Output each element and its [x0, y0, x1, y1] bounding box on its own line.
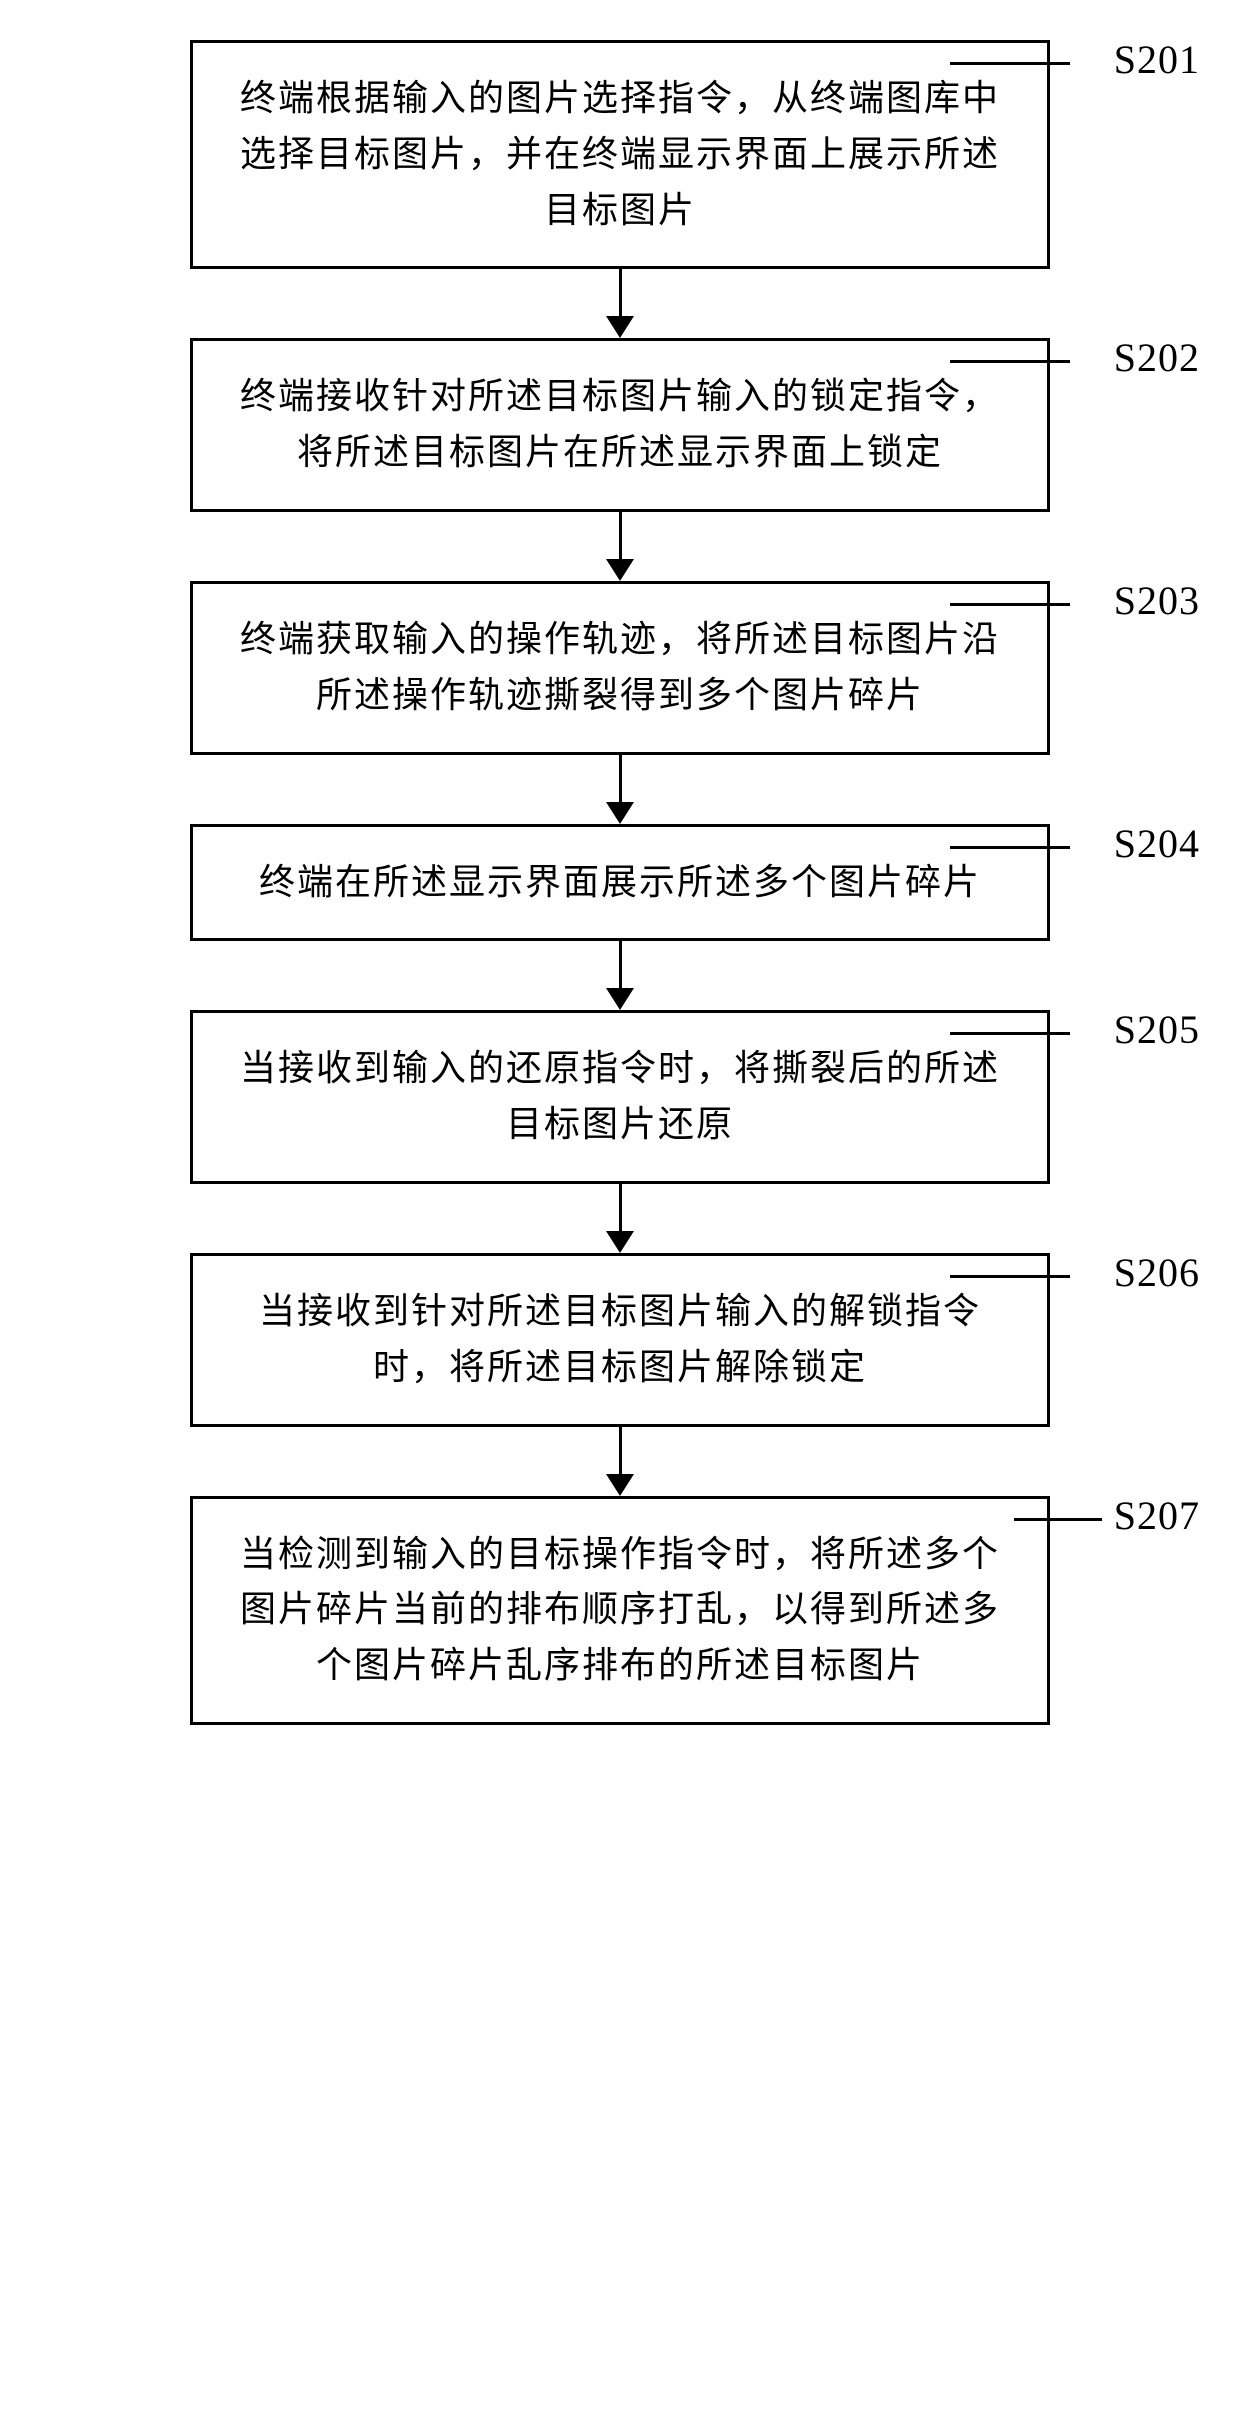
step-row: S202 终端接收针对所述目标图片输入的锁定指令，将所述目标图片在所述显示界面上…	[20, 338, 1220, 512]
step-box: 终端在所述显示界面展示所述多个图片碎片	[190, 824, 1050, 942]
arrow-head-icon	[606, 988, 634, 1010]
arrow-head-icon	[606, 559, 634, 581]
step-row: S207 当检测到输入的目标操作指令时，将所述多个图片碎片当前的排布顺序打乱，以…	[20, 1496, 1220, 1725]
arrow-line	[619, 512, 622, 560]
step-label: S201	[1114, 36, 1200, 83]
arrow-line	[619, 1427, 622, 1475]
label-connector	[950, 846, 1070, 849]
step-label: S203	[1114, 577, 1200, 624]
arrow	[606, 512, 634, 581]
step-row: S203 终端获取输入的操作轨迹，将所述目标图片沿所述操作轨迹撕裂得到多个图片碎…	[20, 581, 1220, 755]
step-row: S206 当接收到针对所述目标图片输入的解锁指令时，将所述目标图片解除锁定	[20, 1253, 1220, 1427]
arrow-head-icon	[606, 1231, 634, 1253]
step-label: S206	[1114, 1249, 1200, 1296]
label-connector	[950, 62, 1070, 65]
arrow	[606, 941, 634, 1010]
step-label: S202	[1114, 334, 1200, 381]
arrow-head-icon	[606, 316, 634, 338]
step-row: S204 终端在所述显示界面展示所述多个图片碎片	[20, 824, 1220, 942]
arrow-line	[619, 269, 622, 317]
step-row: S201 终端根据输入的图片选择指令，从终端图库中选择目标图片，并在终端显示界面…	[20, 40, 1220, 269]
step-box: 当接收到针对所述目标图片输入的解锁指令时，将所述目标图片解除锁定	[190, 1253, 1050, 1427]
label-connector	[950, 1275, 1070, 1278]
flowchart-container: S201 终端根据输入的图片选择指令，从终端图库中选择目标图片，并在终端显示界面…	[20, 40, 1220, 1725]
label-connector	[950, 1032, 1070, 1035]
step-label: S204	[1114, 820, 1200, 867]
arrow-line	[619, 755, 622, 803]
step-box: 终端接收针对所述目标图片输入的锁定指令，将所述目标图片在所述显示界面上锁定	[190, 338, 1050, 512]
step-label: S207	[1114, 1492, 1200, 1539]
label-connector	[1014, 1518, 1102, 1521]
step-row: S205 当接收到输入的还原指令时，将撕裂后的所述目标图片还原	[20, 1010, 1220, 1184]
arrow	[606, 755, 634, 824]
arrow	[606, 1427, 634, 1496]
arrow-head-icon	[606, 1474, 634, 1496]
arrow-line	[619, 1184, 622, 1232]
arrow	[606, 1184, 634, 1253]
step-box: 当接收到输入的还原指令时，将撕裂后的所述目标图片还原	[190, 1010, 1050, 1184]
arrow	[606, 269, 634, 338]
step-box: 当检测到输入的目标操作指令时，将所述多个图片碎片当前的排布顺序打乱，以得到所述多…	[190, 1496, 1050, 1725]
arrow-line	[619, 941, 622, 989]
arrow-head-icon	[606, 802, 634, 824]
step-box: 终端根据输入的图片选择指令，从终端图库中选择目标图片，并在终端显示界面上展示所述…	[190, 40, 1050, 269]
label-connector	[950, 360, 1070, 363]
step-label: S205	[1114, 1006, 1200, 1053]
label-connector	[950, 603, 1070, 606]
step-box: 终端获取输入的操作轨迹，将所述目标图片沿所述操作轨迹撕裂得到多个图片碎片	[190, 581, 1050, 755]
